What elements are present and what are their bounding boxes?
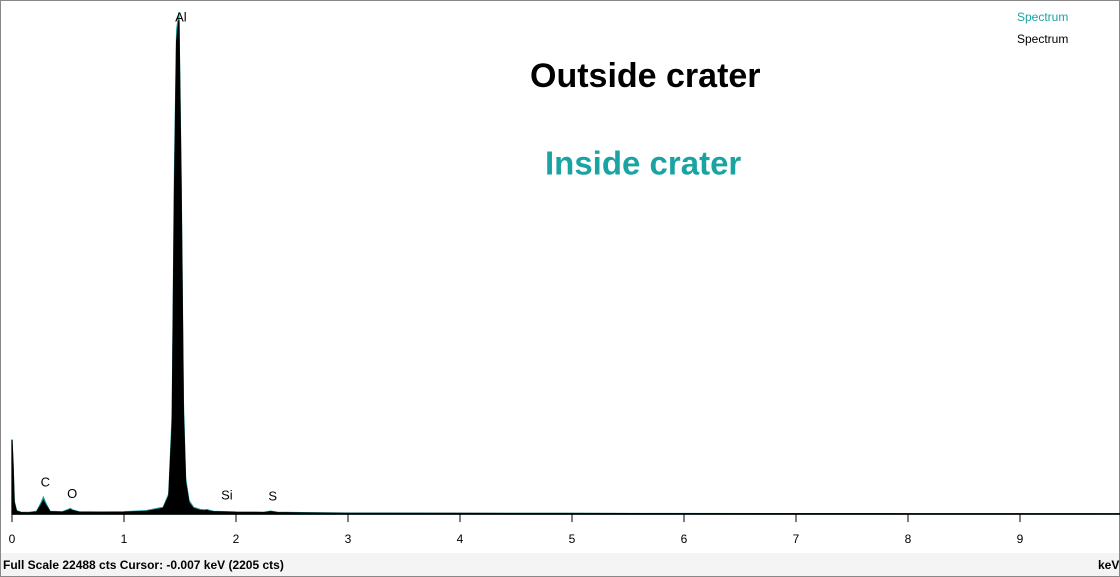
x-tick-label: 2 <box>233 532 240 546</box>
x-tick-label: 7 <box>793 532 800 546</box>
peak-label: Si <box>221 487 233 502</box>
x-tick-label: 4 <box>457 532 464 546</box>
annotation: Inside crater <box>545 145 741 182</box>
peak-label: Al <box>175 9 187 24</box>
x-tick-label: 5 <box>569 532 576 546</box>
peak-label: O <box>67 486 77 501</box>
x-tick-label: 0 <box>9 532 16 546</box>
x-tick-label: 1 <box>121 532 128 546</box>
peak-label: C <box>41 475 50 490</box>
annotation: Outside crater <box>530 57 761 95</box>
legend-entry: Spectrum <box>1017 10 1068 24</box>
legend-entry: Spectrum <box>1017 32 1068 46</box>
x-tick-label: 3 <box>345 532 352 546</box>
status-text: Full Scale 22488 cts Cursor: -0.007 keV … <box>3 558 284 572</box>
x-tick-label: 8 <box>905 532 912 546</box>
peak-label: S <box>268 489 277 504</box>
x-unit: keV <box>1098 558 1119 572</box>
x-tick-label: 9 <box>1017 532 1024 546</box>
status-bar <box>1 553 1119 576</box>
x-tick-label: 6 <box>681 532 688 546</box>
